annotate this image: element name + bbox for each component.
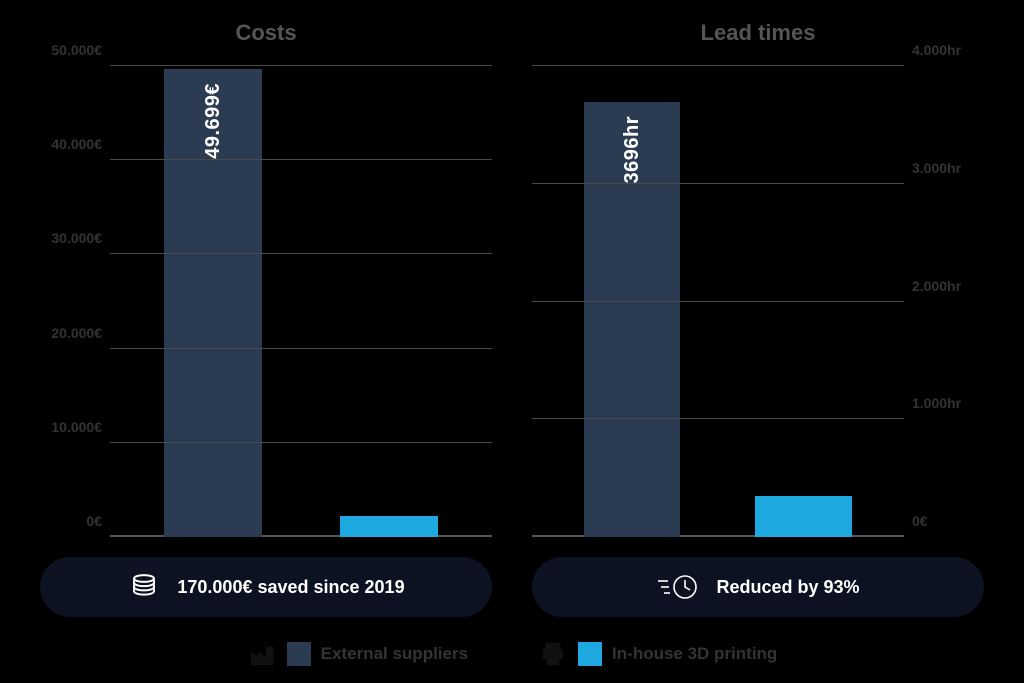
swatch-external — [287, 642, 311, 666]
gridline — [110, 253, 492, 254]
axis-tick: 0€ — [912, 513, 928, 529]
bar-external: 3696hr — [584, 102, 680, 537]
plot-lead: 3696hr 0€1.000hr2.000hr3.000hr4.000hr — [532, 56, 984, 537]
axis-tick: 40.000€ — [51, 136, 102, 152]
legend-inhouse: In-house 3D printing — [538, 639, 777, 669]
legend-external: External suppliers — [247, 639, 468, 669]
bar-slot-inhouse — [316, 66, 461, 537]
fast-clock-icon — [656, 572, 700, 602]
swatch-inhouse — [578, 642, 602, 666]
plot-costs: 49.699€ 0€10.000€20.000€30.000€40.000€50… — [40, 56, 492, 537]
badge-row: 170.000€ saved since 2019 Reduced by 93% — [40, 557, 984, 617]
gridline — [110, 348, 492, 349]
badge-costs-text: 170.000€ saved since 2019 — [177, 577, 404, 598]
grid-costs: 49.699€ 0€10.000€20.000€30.000€40.000€50… — [110, 66, 492, 537]
axis-tick: 0€ — [86, 513, 102, 529]
printer-icon — [538, 639, 568, 669]
grid-lead: 3696hr 0€1.000hr2.000hr3.000hr4.000hr — [532, 66, 904, 537]
gridline — [532, 65, 904, 66]
panel-lead: Lead times 3696hr 0€1.000hr2.000hr3.000h… — [532, 20, 984, 537]
axis-tick: 30.000€ — [51, 230, 102, 246]
bar-external: 49.699€ — [164, 69, 263, 537]
gridline — [532, 418, 904, 419]
gridline — [532, 301, 904, 302]
bar-value-external: 49.699€ — [202, 83, 225, 159]
axis-tick: 4.000hr — [912, 42, 961, 58]
bar-inhouse — [755, 496, 851, 537]
page-root: Costs 49.699€ 0€10.000€20.000€30.000€40.… — [0, 0, 1024, 683]
factory-icon — [247, 639, 277, 669]
gridline — [110, 159, 492, 160]
axis-tick: 10.000€ — [51, 419, 102, 435]
bar-inhouse — [340, 516, 439, 537]
bars-lead: 3696hr — [532, 66, 904, 537]
panel-costs: Costs 49.699€ 0€10.000€20.000€30.000€40.… — [40, 20, 492, 537]
axis-tick: 2.000hr — [912, 278, 961, 294]
badge-lead: Reduced by 93% — [532, 557, 984, 617]
axis-tick: 50.000€ — [51, 42, 102, 58]
legend-inhouse-label: In-house 3D printing — [612, 644, 777, 664]
coins-icon — [127, 570, 161, 604]
legend-external-label: External suppliers — [321, 644, 468, 664]
legend-row: External suppliers In-house 3D printing — [40, 639, 984, 669]
gridline — [110, 65, 492, 66]
title-costs: Costs — [40, 20, 492, 46]
axis-tick: 3.000hr — [912, 160, 961, 176]
bar-value-external: 3696hr — [621, 116, 644, 184]
bar-slot-external: 3696hr — [562, 66, 703, 537]
bar-slot-inhouse — [733, 66, 874, 537]
badge-costs: 170.000€ saved since 2019 — [40, 557, 492, 617]
bars-costs: 49.699€ — [110, 66, 492, 537]
axis-tick: 1.000hr — [912, 395, 961, 411]
chart-row: Costs 49.699€ 0€10.000€20.000€30.000€40.… — [40, 20, 984, 537]
bar-slot-external: 49.699€ — [141, 66, 286, 537]
gridline — [110, 442, 492, 443]
badge-lead-text: Reduced by 93% — [716, 577, 859, 598]
axis-tick: 20.000€ — [51, 325, 102, 341]
gridline — [532, 183, 904, 184]
